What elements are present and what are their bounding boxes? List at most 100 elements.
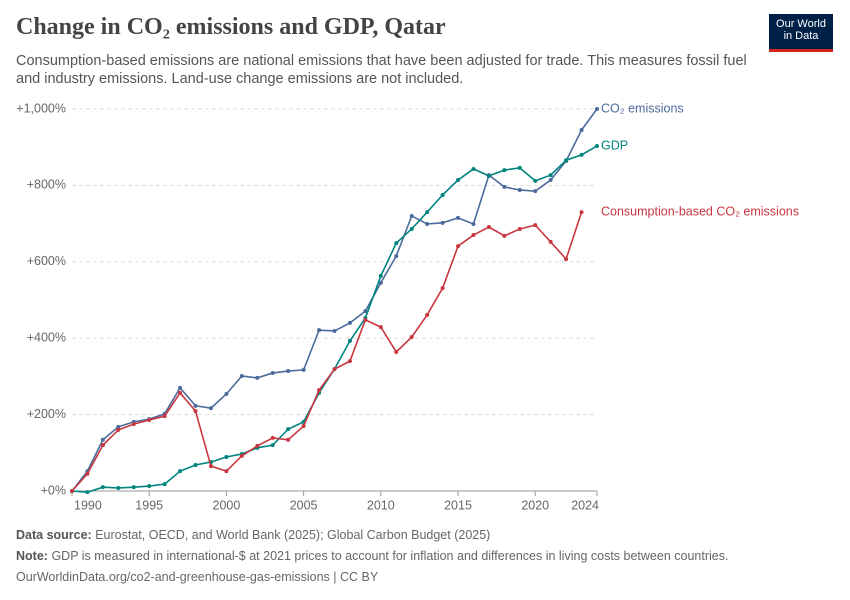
x-tick-label: 1990 (74, 498, 102, 512)
point (579, 152, 584, 157)
y-tick-label: +400% (27, 330, 66, 344)
source: Data source: Eurostat, OECD, and World B… (16, 528, 490, 542)
point (178, 385, 183, 390)
point (224, 469, 229, 474)
source-label: Data source: (16, 528, 92, 542)
x-tick-label: 2015 (444, 498, 472, 512)
point (440, 286, 445, 291)
logo-line: Our World (776, 18, 826, 30)
point (147, 484, 152, 489)
point (85, 490, 90, 495)
point (564, 158, 569, 163)
point (517, 187, 522, 192)
point (363, 309, 368, 314)
point (456, 215, 461, 220)
point (425, 221, 430, 226)
point (425, 312, 430, 317)
point (286, 427, 291, 432)
url: OurWorldinData.org/co2-and-greenhouse-ga… (16, 570, 379, 584)
point (579, 128, 584, 133)
point (394, 254, 399, 259)
point (347, 320, 352, 325)
point (564, 257, 569, 262)
note-label: Note: (16, 549, 48, 563)
chart-subtitle: Consumption-based emissions are national… (16, 53, 747, 87)
point (162, 414, 167, 419)
point (255, 375, 260, 380)
point (456, 244, 461, 249)
point (208, 464, 213, 469)
point (425, 210, 430, 215)
point (301, 367, 306, 372)
point (409, 335, 414, 340)
point (193, 403, 198, 408)
point (363, 317, 368, 322)
point (332, 367, 337, 372)
point (471, 166, 476, 171)
point (224, 391, 229, 396)
point (270, 370, 275, 375)
point (239, 453, 244, 458)
point (595, 144, 599, 149)
point (595, 107, 599, 111)
point (517, 226, 522, 231)
point (548, 173, 553, 178)
point (131, 485, 136, 490)
point (440, 192, 445, 197)
point (347, 338, 352, 343)
point (347, 359, 352, 364)
point (378, 280, 383, 285)
y-tick-label: +200% (27, 407, 66, 421)
note-text: GDP is measured in international-$ at 20… (51, 549, 729, 563)
x-tick-label: 2010 (367, 498, 395, 512)
point (471, 233, 476, 238)
point (533, 189, 538, 194)
series-label: GDP (601, 138, 628, 152)
note: Note: GDP is measured in international-$… (16, 549, 728, 563)
point (224, 455, 229, 460)
point (548, 239, 553, 244)
point (409, 226, 414, 231)
point (178, 469, 183, 474)
point (208, 406, 213, 411)
point (533, 223, 538, 228)
point (579, 210, 584, 215)
point (239, 374, 244, 379)
point (502, 184, 507, 189)
y-tick-label: +600% (27, 254, 66, 268)
point (378, 325, 383, 330)
y-tick-label: +0% (41, 483, 66, 497)
point (178, 390, 183, 395)
x-tick-label: 2000 (213, 498, 241, 512)
point (116, 485, 121, 490)
point (317, 388, 322, 393)
point (100, 485, 105, 490)
y-tick-label: +800% (27, 178, 66, 192)
series-label: CO₂ emissions (601, 101, 684, 115)
point (317, 328, 322, 333)
logo-line: in Data (783, 30, 819, 42)
x-tick-label: 2024 (571, 498, 599, 512)
point (548, 178, 553, 183)
point (85, 471, 90, 476)
point (502, 233, 507, 238)
point (270, 443, 275, 448)
y-tick-label: +1,000% (16, 101, 66, 115)
point (270, 435, 275, 440)
x-tick-label: 2005 (290, 498, 318, 512)
x-tick-label: 1995 (135, 498, 163, 512)
logo[interactable]: Our World in Data (769, 14, 833, 52)
point (409, 213, 414, 218)
point (147, 417, 152, 422)
point (162, 482, 167, 487)
point (486, 173, 491, 178)
point (517, 165, 522, 170)
point (255, 443, 260, 448)
point (440, 220, 445, 225)
point (116, 427, 121, 432)
series-line (71, 108, 598, 492)
point (70, 489, 74, 493)
point (286, 437, 291, 442)
point (193, 463, 198, 468)
